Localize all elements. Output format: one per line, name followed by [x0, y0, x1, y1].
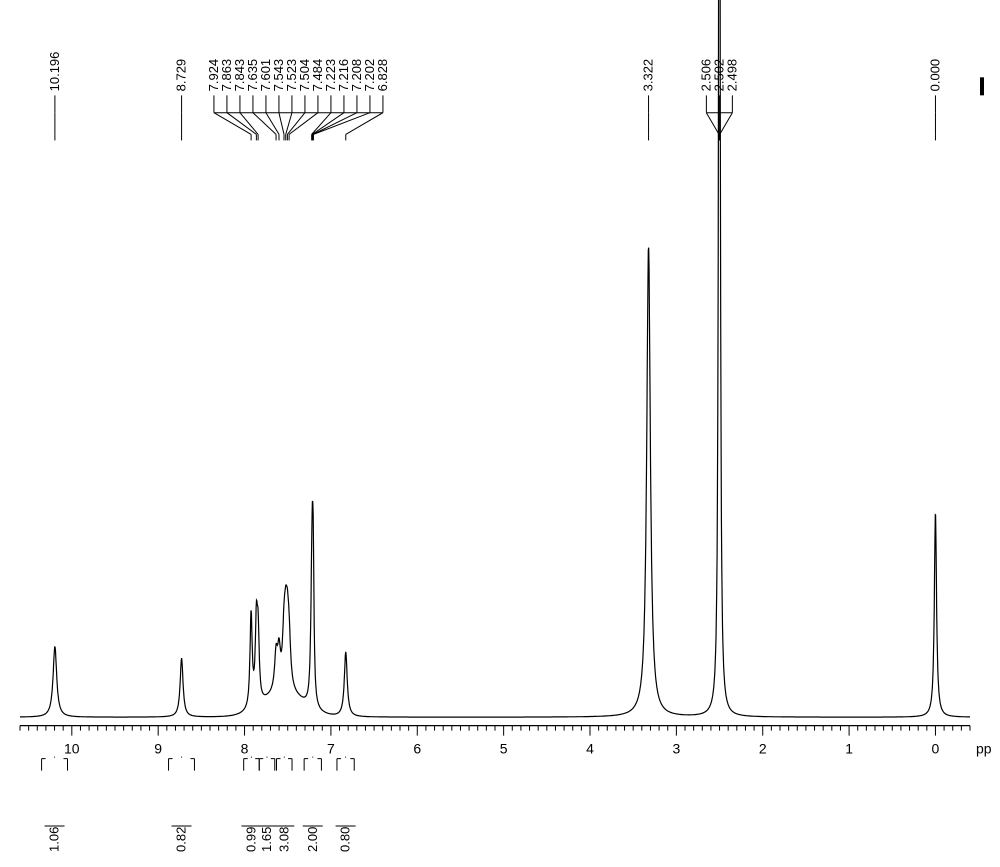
x-tick-label: 8 — [241, 741, 249, 757]
x-tick-label: 5 — [500, 741, 508, 757]
x-tick-label: 1 — [845, 741, 853, 757]
nmr-spectrum: 109876543210pp10.1968.7297.9247.8637.843… — [0, 0, 1000, 867]
x-tick-label: 7 — [327, 741, 335, 757]
x-tick-label: 9 — [154, 741, 162, 757]
peak-label: 8.729 — [174, 59, 189, 92]
x-tick-label: 4 — [586, 741, 594, 757]
peak-label: 2.498 — [724, 59, 739, 92]
peak-label: 6.828 — [375, 59, 390, 92]
x-tick-label: 2 — [759, 741, 767, 757]
integral-value: 0.82 — [174, 827, 189, 852]
x-axis-label: pp — [976, 741, 992, 757]
integral-value: 0.80 — [338, 827, 353, 852]
integral-value: 1.06 — [47, 827, 62, 852]
peak-label: 0.000 — [927, 59, 942, 92]
x-tick-label: 10 — [64, 741, 80, 757]
x-tick-label: 3 — [672, 741, 680, 757]
artifact-mark — [980, 77, 984, 95]
integral-value: 1.65 — [259, 827, 274, 852]
peak-label: 3.322 — [641, 59, 656, 92]
peak-label: 10.196 — [47, 52, 62, 92]
integral-value: 3.08 — [276, 827, 291, 852]
integral-value: 2.00 — [305, 827, 320, 852]
x-tick-label: 0 — [932, 741, 940, 757]
integral-value: 0.99 — [243, 827, 258, 852]
x-tick-label: 6 — [413, 741, 421, 757]
